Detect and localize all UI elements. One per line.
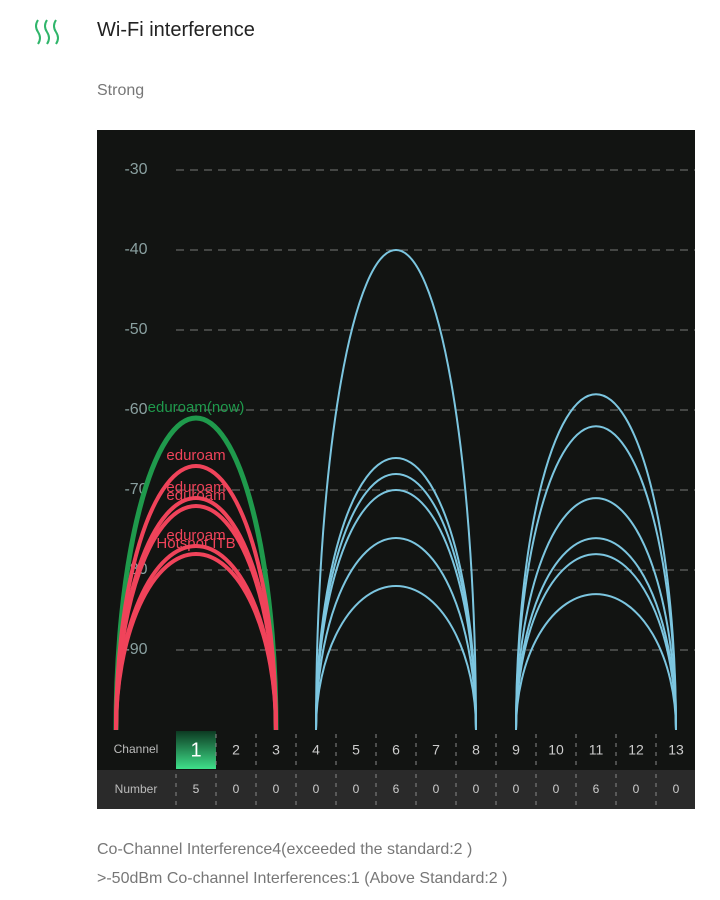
signal-arc <box>315 537 477 731</box>
channel-count: 0 <box>433 782 440 796</box>
title: Wi-Fi interference <box>97 19 255 41</box>
signal-arc <box>515 537 677 731</box>
signal-arc <box>114 504 278 731</box>
network-label: eduroam <box>166 447 225 464</box>
signal-arc <box>114 552 278 731</box>
channel-number: 6 <box>392 742 400 758</box>
y-tick-label: -50 <box>124 321 147 338</box>
signal-arc <box>113 415 279 731</box>
row-label: Number <box>115 782 158 796</box>
y-tick-label: -90 <box>124 641 147 658</box>
channel-count: 0 <box>633 782 640 796</box>
channel-number: 5 <box>352 742 360 758</box>
footer-line: Co-Channel Interference4(exceeded the st… <box>97 841 473 858</box>
channel-number: 4 <box>312 742 320 758</box>
number-row-bg <box>97 770 695 809</box>
channel-number: 7 <box>432 742 440 758</box>
network-label: eduroam(now) <box>148 399 245 416</box>
channel-count: 6 <box>593 782 600 796</box>
plot-bg <box>97 130 695 770</box>
channel-number: 10 <box>548 742 564 758</box>
channel-count: 0 <box>273 782 280 796</box>
channel-number: 3 <box>272 742 280 758</box>
channel-number: 2 <box>232 742 240 758</box>
channel-number: 9 <box>512 742 520 758</box>
y-tick-label: -60 <box>124 401 147 418</box>
channel-count: 0 <box>673 782 680 796</box>
y-tick-label: -40 <box>124 241 147 258</box>
row-label: Channel <box>114 742 159 756</box>
channel-count: 0 <box>313 782 320 796</box>
network-label: Hotspot ITB <box>156 535 235 552</box>
signal-arc <box>515 553 677 731</box>
channel-number: 1 <box>190 739 201 761</box>
channel-count: 0 <box>513 782 520 796</box>
network-label: eduroam <box>166 487 225 504</box>
network-label: eduroam <box>166 527 225 544</box>
signal-arc <box>315 473 477 731</box>
channel-number: 12 <box>628 742 644 758</box>
signal-arc <box>114 464 278 731</box>
channel-count: 0 <box>553 782 560 796</box>
y-tick-label: -30 <box>124 161 147 178</box>
signal-arc <box>515 425 677 731</box>
signal-arc <box>315 249 477 731</box>
selected-channel <box>176 731 216 769</box>
channel-number: 11 <box>589 742 604 758</box>
signal-arc <box>515 393 677 731</box>
channel-count: 5 <box>193 782 200 796</box>
signal-arc <box>315 457 477 731</box>
channel-count: 0 <box>473 782 480 796</box>
wifi-icon <box>35 19 59 45</box>
channel-count: 0 <box>353 782 360 796</box>
signal-arc <box>315 489 477 731</box>
chart: -90-80-70-60-50-40-30eduroam(now)eduroam… <box>97 130 695 809</box>
signal-arc <box>315 585 477 731</box>
channel-number: 13 <box>668 742 684 758</box>
channel-number: 8 <box>472 742 480 758</box>
channel-count: 0 <box>233 782 240 796</box>
signal-arc <box>515 497 677 731</box>
network-label: eduroam <box>166 479 225 496</box>
footer-line: >-50dBm Co-channel Interferences:1 (Abov… <box>97 870 508 887</box>
channel-count: 6 <box>393 782 400 796</box>
level: Strong <box>97 82 145 99</box>
signal-arc <box>515 593 677 731</box>
